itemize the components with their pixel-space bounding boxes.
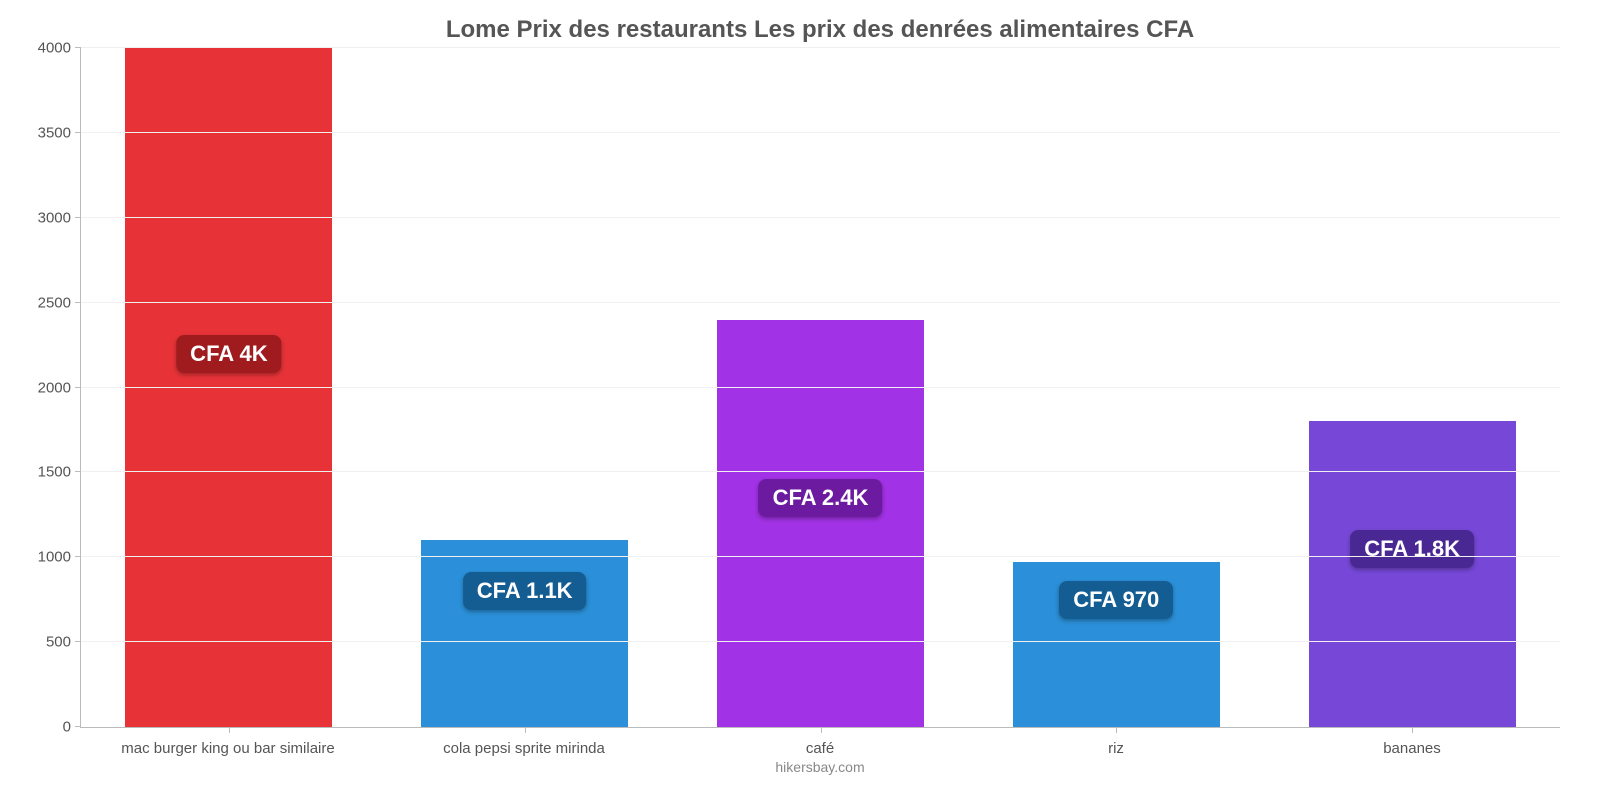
gridline	[81, 302, 1560, 303]
y-tick-mark	[75, 217, 81, 218]
gridline	[81, 132, 1560, 133]
x-tick-mark	[525, 727, 526, 733]
bar-slot: CFA 970	[968, 48, 1264, 727]
x-tick-mark	[821, 727, 822, 733]
y-tick-mark	[75, 387, 81, 388]
bar: CFA 4K	[125, 48, 332, 727]
bar: CFA 1.1K	[421, 540, 628, 727]
chart-container: Lome Prix des restaurants Les prix des d…	[0, 0, 1600, 800]
bar-value-label: CFA 1.1K	[463, 572, 587, 610]
bar: CFA 1.8K	[1309, 421, 1516, 727]
gridline	[81, 217, 1560, 218]
x-tick-mark	[229, 727, 230, 733]
y-tick-label: 4000	[38, 40, 81, 57]
bar-value-label: CFA 1.8K	[1350, 530, 1474, 568]
footer-credit: hikersbay.com	[80, 759, 1560, 775]
gridline	[81, 641, 1560, 642]
bar-slot: CFA 1.8K	[1264, 48, 1560, 727]
bar-slot: CFA 1.1K	[377, 48, 673, 727]
y-tick-label: 3000	[38, 209, 81, 226]
gridline	[81, 471, 1560, 472]
bar-value-label: CFA 970	[1059, 581, 1173, 619]
bar: CFA 2.4K	[717, 320, 924, 727]
y-tick-label: 2500	[38, 294, 81, 311]
chart-title: Lome Prix des restaurants Les prix des d…	[80, 16, 1560, 44]
x-tick-mark	[1412, 727, 1413, 733]
y-tick-mark	[75, 302, 81, 303]
bars-row: CFA 4K CFA 1.1K CFA 2.4K CFA 970 CFA 1.8K	[81, 48, 1560, 727]
y-tick-label: 1500	[38, 464, 81, 481]
y-tick-mark	[75, 471, 81, 472]
y-tick-label: 500	[46, 634, 81, 651]
bar-slot: CFA 4K	[81, 48, 377, 727]
bar-value-label: CFA 4K	[176, 335, 281, 373]
bar-value-label: CFA 2.4K	[759, 479, 883, 517]
y-tick-mark	[75, 556, 81, 557]
y-tick-label: 1000	[38, 549, 81, 566]
y-tick-label: 2000	[38, 379, 81, 396]
gridline	[81, 556, 1560, 557]
plot-area: CFA 4KCFA 1.1KCFA 2.4KCFA 970CFA 1.8K 05…	[80, 48, 1560, 728]
bar: CFA 970	[1013, 562, 1220, 727]
bar-slot: CFA 2.4K	[673, 48, 969, 727]
y-tick-label: 3500	[38, 124, 81, 141]
x-tick-mark	[1116, 727, 1117, 733]
y-tick-mark	[75, 726, 81, 727]
y-tick-mark	[75, 132, 81, 133]
y-tick-mark	[75, 641, 81, 642]
y-tick-label: 0	[63, 719, 81, 736]
gridline	[81, 47, 1560, 48]
gridline	[81, 387, 1560, 388]
y-tick-mark	[75, 47, 81, 48]
